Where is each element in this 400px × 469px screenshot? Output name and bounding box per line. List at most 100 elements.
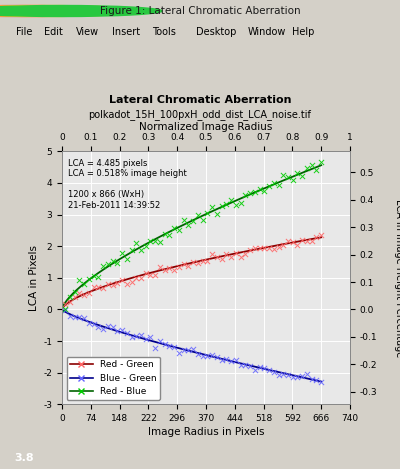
Point (109, 257, 116, 265)
Point (285, 173, 291, 181)
Point (275, 181, 282, 189)
Point (252, 244, 258, 252)
Point (166, 343, 173, 350)
Point (86, 275, 92, 283)
Point (200, 257, 206, 265)
Point (147, 238, 154, 245)
Point (147, 271, 154, 279)
Point (318, 159, 324, 166)
Point (313, 376, 320, 384)
Point (157, 238, 163, 245)
Point (124, 329, 130, 337)
Point (109, 281, 116, 288)
Point (280, 171, 286, 178)
Point (90, 283, 97, 291)
Y-axis label: LCA in Image Height Percentage: LCA in Image Height Percentage (394, 199, 400, 357)
Point (195, 212, 201, 219)
Point (223, 200, 230, 208)
Point (152, 271, 158, 279)
Point (247, 363, 253, 370)
Point (275, 371, 282, 379)
Point (261, 364, 268, 372)
Point (147, 333, 154, 341)
Point (270, 245, 277, 253)
Y-axis label: LCA in Pixels: LCA in Pixels (29, 245, 39, 311)
Point (233, 356, 239, 364)
Point (100, 262, 106, 270)
Point (114, 327, 120, 335)
Point (200, 352, 206, 360)
Point (214, 353, 220, 361)
Point (176, 263, 182, 271)
Text: Help: Help (292, 27, 314, 37)
Point (67, 312, 73, 320)
Point (128, 247, 135, 254)
Point (76, 276, 82, 284)
Text: Edit: Edit (44, 27, 63, 37)
Text: Tools: Tools (152, 27, 176, 37)
Point (228, 197, 234, 204)
Point (133, 239, 140, 246)
Point (266, 244, 272, 251)
X-axis label: Image Radius in Pixels: Image Radius in Pixels (148, 427, 264, 437)
Point (252, 366, 258, 374)
Point (104, 323, 111, 330)
Point (90, 320, 97, 327)
Point (71, 313, 78, 321)
Point (280, 242, 286, 249)
Point (308, 375, 315, 383)
Point (138, 274, 144, 281)
Point (166, 231, 173, 239)
Point (313, 233, 320, 241)
Point (270, 368, 277, 375)
Point (285, 371, 291, 379)
Point (223, 250, 230, 257)
Point (62, 305, 68, 312)
Point (95, 324, 102, 331)
Text: LCA = 4.485 pixels
LCA = 0.518% image height

1200 x 866 (WxH)
21-Feb-2011 14:39: LCA = 4.485 pixels LCA = 0.518% image he… (68, 159, 186, 210)
Point (67, 293, 73, 301)
Point (252, 188, 258, 196)
Point (290, 373, 296, 381)
Text: View: View (76, 27, 99, 37)
Point (318, 231, 324, 239)
Point (76, 314, 82, 321)
Point (313, 166, 320, 174)
Point (299, 236, 306, 244)
Point (218, 255, 225, 263)
Point (162, 266, 168, 273)
Point (247, 246, 253, 254)
Point (209, 204, 215, 211)
Point (190, 218, 196, 225)
Point (242, 362, 248, 369)
Point (228, 253, 234, 261)
Point (195, 350, 201, 358)
Point (176, 226, 182, 234)
Point (142, 270, 149, 277)
Point (171, 343, 177, 350)
Point (180, 346, 187, 354)
Point (104, 260, 111, 268)
Point (266, 366, 272, 374)
Point (138, 246, 144, 254)
Point (294, 242, 301, 249)
Text: 3.8: 3.8 (14, 454, 34, 463)
Circle shape (0, 6, 162, 16)
Point (256, 363, 263, 371)
Point (294, 169, 301, 176)
Point (233, 249, 239, 257)
Point (308, 237, 315, 244)
Point (119, 250, 125, 257)
Point (280, 371, 286, 378)
Point (138, 331, 144, 338)
Point (214, 211, 220, 218)
Circle shape (0, 6, 122, 16)
Point (81, 291, 87, 298)
Text: Lateral Chromatic Aberration: Lateral Chromatic Aberration (109, 95, 291, 105)
Point (275, 243, 282, 250)
Text: Window: Window (248, 27, 286, 37)
Circle shape (0, 6, 142, 16)
Point (218, 356, 225, 364)
Legend: Red - Green, Blue - Green, Red - Blue: Red - Green, Blue - Green, Red - Blue (66, 356, 160, 400)
Point (304, 237, 310, 244)
